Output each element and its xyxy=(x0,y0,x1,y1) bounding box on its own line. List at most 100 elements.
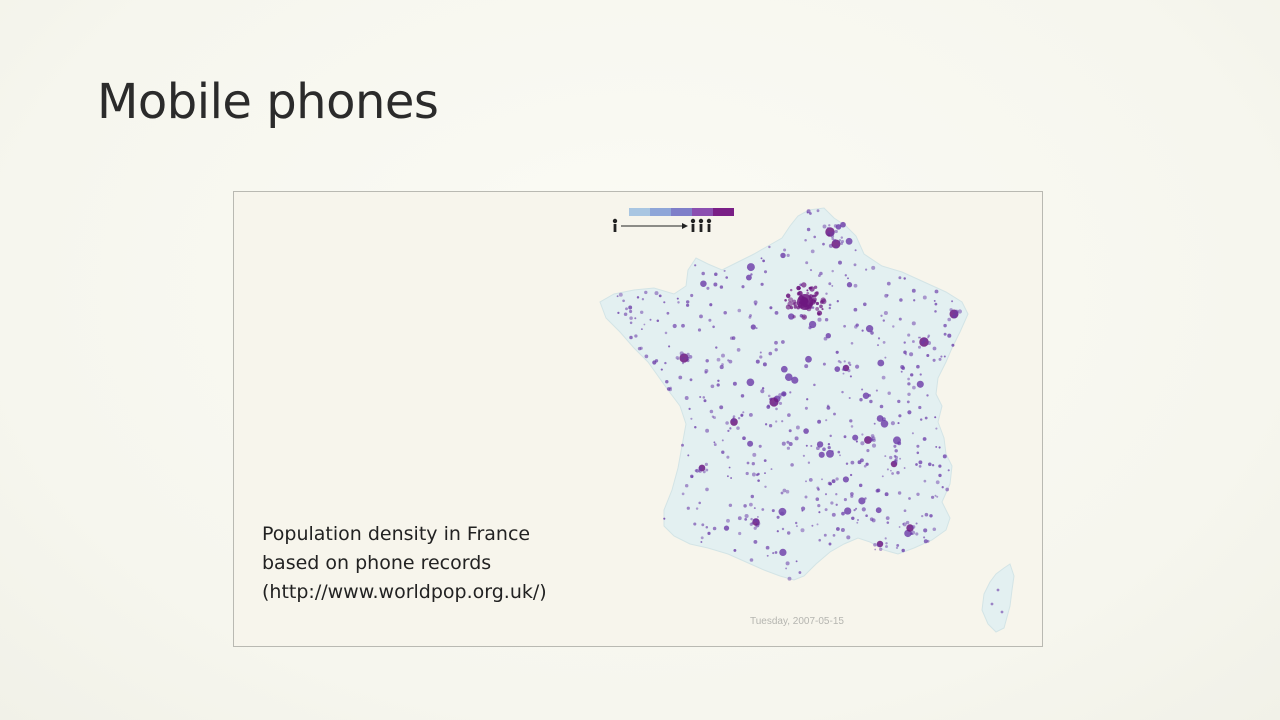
density-dot xyxy=(690,417,693,420)
density-dot xyxy=(947,317,952,322)
density-dot xyxy=(700,541,703,543)
density-dot xyxy=(894,458,897,462)
density-dot xyxy=(818,451,825,458)
density-dot xyxy=(768,424,773,428)
density-dot xyxy=(728,359,733,364)
density-dot xyxy=(809,286,815,292)
density-dot xyxy=(955,312,959,316)
density-dot xyxy=(702,396,706,399)
density-dot xyxy=(688,407,691,411)
density-dot xyxy=(847,277,849,280)
density-dot xyxy=(763,270,768,274)
density-dot xyxy=(931,464,935,467)
density-dot xyxy=(842,372,845,375)
density-dot xyxy=(926,394,929,397)
density-dot xyxy=(898,317,902,321)
density-dot xyxy=(853,263,857,267)
density-dot xyxy=(904,353,908,356)
density-dot xyxy=(629,335,633,340)
density-dot xyxy=(816,486,820,490)
density-dot xyxy=(746,378,755,387)
density-dot xyxy=(923,528,928,533)
density-dot xyxy=(684,396,689,400)
density-dot xyxy=(666,311,670,315)
density-dot xyxy=(951,300,954,303)
density-dot xyxy=(742,411,745,414)
density-dot xyxy=(918,405,922,410)
density-dot xyxy=(906,400,910,404)
density-dot xyxy=(788,429,792,433)
density-dot xyxy=(756,515,759,518)
density-dot xyxy=(681,323,685,328)
density-dot xyxy=(839,361,842,364)
density-dot xyxy=(849,363,852,367)
density-dot xyxy=(830,234,835,238)
density-dot xyxy=(813,285,818,289)
density-dot xyxy=(649,318,652,321)
density-dot xyxy=(685,303,690,307)
density-dot xyxy=(639,310,644,315)
density-dot xyxy=(643,323,646,326)
density-dot xyxy=(831,239,841,249)
density-dot xyxy=(778,401,783,405)
density-dot xyxy=(711,415,715,418)
density-dot xyxy=(641,298,645,301)
density-dot xyxy=(712,325,715,329)
density-dot xyxy=(754,303,757,306)
density-dot xyxy=(864,497,867,500)
density-dot xyxy=(701,271,705,276)
density-dot xyxy=(952,314,956,318)
density-dot xyxy=(758,444,762,448)
density-dot xyxy=(681,362,685,365)
caption-line: Population density in France xyxy=(262,523,531,545)
density-dot xyxy=(923,539,928,544)
density-dot xyxy=(926,539,930,543)
density-dot xyxy=(848,396,851,400)
density-dot xyxy=(803,428,809,434)
density-dot xyxy=(898,414,902,418)
density-dot xyxy=(768,245,771,249)
density-dot xyxy=(938,446,941,449)
density-dot xyxy=(834,229,838,234)
density-dot xyxy=(744,513,749,519)
density-dot xyxy=(781,340,785,344)
density-dot xyxy=(852,434,859,441)
density-dot xyxy=(838,260,842,265)
density-dot xyxy=(865,436,868,439)
density-dot xyxy=(821,308,824,311)
density-dot xyxy=(841,511,845,516)
density-dot xyxy=(770,397,773,400)
density-dot xyxy=(850,425,854,428)
density-dot xyxy=(785,304,791,310)
density-dot xyxy=(768,351,773,356)
density-dot xyxy=(755,327,758,330)
density-dot xyxy=(837,450,841,454)
density-dot xyxy=(842,365,846,368)
density-dot xyxy=(862,392,870,399)
density-dot xyxy=(629,321,633,325)
density-dot xyxy=(835,350,839,354)
density-dot xyxy=(686,356,690,360)
density-dot xyxy=(816,441,824,448)
density-dot xyxy=(699,395,702,399)
density-dot xyxy=(858,497,866,505)
density-dot xyxy=(879,404,884,409)
density-dot xyxy=(690,293,694,298)
density-dot xyxy=(884,492,889,497)
density-dot xyxy=(830,501,834,505)
density-dot xyxy=(816,209,820,213)
density-dot xyxy=(849,375,852,378)
density-dot xyxy=(836,527,840,531)
density-dot xyxy=(775,420,778,423)
density-dot xyxy=(911,432,914,435)
density-dot xyxy=(903,350,907,355)
density-dot xyxy=(678,375,683,380)
density-dot xyxy=(922,337,927,343)
caption-source-link[interactable]: (http://www.worldpop.org.uk/) xyxy=(262,581,547,603)
density-dot xyxy=(828,482,833,486)
density-dot xyxy=(823,336,828,341)
density-dot xyxy=(774,340,778,345)
density-dot xyxy=(716,357,721,362)
density-dot xyxy=(728,503,733,508)
density-dot xyxy=(886,521,890,524)
